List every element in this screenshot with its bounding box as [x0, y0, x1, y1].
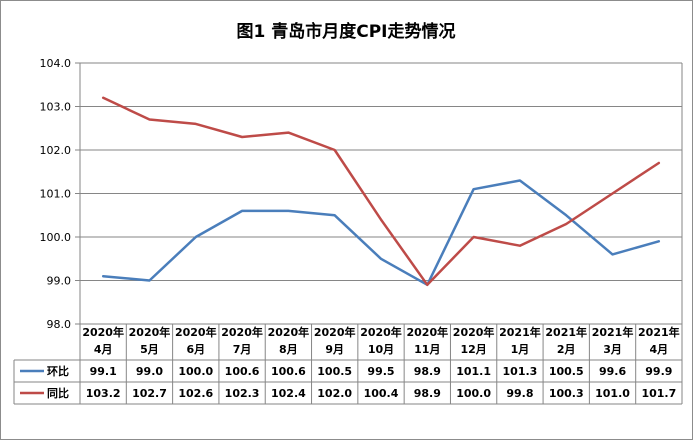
data-label: 102.0 [317, 387, 352, 400]
data-label: 101.1 [456, 365, 491, 378]
x-tick-label-month: 3月 [603, 343, 622, 356]
data-label: 100.6 [225, 365, 260, 378]
x-tick-label-year: 2020年 [268, 325, 310, 339]
chart-title: 图1 青岛市月度CPI走势情况 [236, 21, 455, 42]
y-tick-label: 100.0 [40, 231, 72, 244]
data-label: 100.0 [456, 387, 491, 400]
data-label: 102.3 [225, 387, 260, 400]
legend-label: 同比 [47, 386, 69, 400]
data-label: 100.4 [364, 387, 399, 400]
data-label: 100.3 [549, 387, 584, 400]
x-tick-label-year: 2020年 [314, 325, 356, 339]
data-label: 99.9 [645, 365, 672, 378]
x-tick-label-month: 6月 [186, 343, 205, 356]
x-tick-label-month: 4月 [94, 343, 113, 356]
data-label: 100.6 [271, 365, 306, 378]
data-label: 99.6 [599, 365, 626, 378]
x-tick-label-year: 2021年 [499, 325, 541, 339]
series-line-1 [101, 179, 661, 287]
data-label: 98.9 [414, 365, 441, 378]
data-label: 99.0 [136, 365, 163, 378]
x-tick-label-month: 9月 [325, 343, 344, 356]
x-tick-label-month: 5月 [140, 343, 159, 356]
data-label: 101.3 [503, 365, 538, 378]
data-label: 103.2 [86, 387, 121, 400]
x-tick-label-month: 12月 [460, 343, 486, 356]
x-tick-label-month: 7月 [233, 343, 252, 356]
x-tick-label-year: 2020年 [453, 325, 495, 339]
x-tick-label-month: 11月 [414, 343, 440, 356]
data-label: 98.9 [414, 387, 441, 400]
y-tick-label: 102.0 [40, 144, 72, 157]
y-tick-label: 98.0 [47, 318, 72, 331]
legend-label: 环比 [47, 364, 69, 378]
data-label: 99.1 [90, 365, 117, 378]
y-tick-label: 103.0 [40, 101, 72, 114]
data-label: 102.4 [271, 387, 306, 400]
x-tick-label-year: 2021年 [592, 325, 634, 339]
data-label: 99.8 [506, 387, 533, 400]
x-tick-label-year: 2020年 [175, 325, 217, 339]
x-tick-label-year: 2021年 [545, 325, 587, 339]
x-tick-label-year: 2020年 [406, 325, 448, 339]
x-tick-label-month: 10月 [368, 343, 394, 356]
x-tick-label-year: 2020年 [360, 325, 402, 339]
x-tick-label-month: 1月 [511, 343, 530, 356]
data-label: 100.0 [178, 365, 213, 378]
series-line-2 [101, 96, 661, 287]
y-tick-label: 99.0 [47, 275, 72, 288]
x-tick-label-month: 4月 [650, 343, 669, 356]
x-tick-label-year: 2020年 [82, 325, 124, 339]
x-tick-label-month: 2月 [557, 343, 576, 356]
data-label: 101.0 [595, 387, 630, 400]
x-tick-label-year: 2020年 [221, 325, 263, 339]
data-label: 102.6 [178, 387, 213, 400]
data-label: 101.7 [641, 387, 676, 400]
data-label: 100.5 [317, 365, 352, 378]
data-label: 100.5 [549, 365, 584, 378]
data-label: 99.5 [367, 365, 394, 378]
x-tick-label-year: 2020年 [129, 325, 171, 339]
x-tick-label-year: 2021年 [638, 325, 680, 339]
x-tick-label-month: 8月 [279, 343, 298, 356]
data-label: 102.7 [132, 387, 167, 400]
y-tick-label: 101.0 [40, 188, 72, 201]
y-tick-label: 104.0 [40, 57, 72, 70]
